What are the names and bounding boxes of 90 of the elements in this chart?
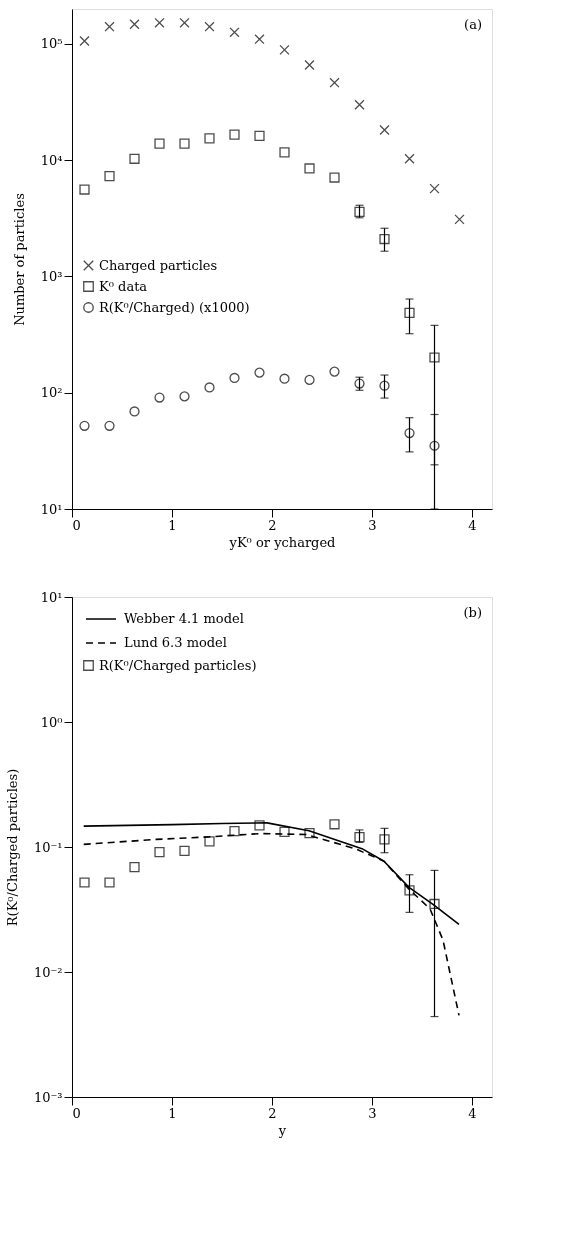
point [379,380,390,391]
point [304,828,315,839]
point [129,862,140,873]
y-axis-title: R(K⁰/Charged particles) [4,768,20,927]
point [329,172,340,183]
point [229,825,240,837]
x-axis-title: yK⁰ or ycharged [228,534,336,550]
point [229,129,240,140]
point [204,382,215,393]
y-tick-label: 10⁻² [33,964,63,980]
point [104,21,115,32]
point [254,820,265,831]
x-tick-label: 2 [268,1105,277,1121]
point [179,391,190,402]
legend-label: Webber 4.1 model [124,611,244,626]
point [429,440,440,451]
point [329,366,340,377]
point [379,233,390,245]
y-axis-title: Number of particles [11,193,27,326]
point [79,420,90,431]
point [404,885,415,896]
point [304,59,315,71]
y-tick-label: 10⁻³ [33,1089,63,1105]
y-tick-label: 10³ [40,269,63,284]
y-tick-label: 10¹ [40,501,63,517]
point [379,834,390,845]
x-tick-label: 4 [468,1105,477,1121]
x-tick-label: 0 [72,517,81,533]
point [279,147,290,158]
point [254,34,265,45]
annotation: (b) [463,605,482,620]
point [454,214,465,225]
point [329,819,340,830]
point [204,133,215,144]
point [204,836,215,847]
point [429,352,440,363]
point [329,77,340,88]
point [429,183,440,194]
point [254,367,265,378]
point [79,184,90,195]
y-tick-label: 10⁰ [40,714,63,730]
point [129,406,140,417]
x-tick-label: 1 [168,1105,177,1121]
legend-label: R(K⁰/Charged particles) [99,657,257,673]
x-tick-label: 4 [468,517,477,533]
point [179,17,190,28]
point [279,373,290,384]
point [154,138,165,149]
point [129,19,140,30]
point [104,877,115,888]
point [304,374,315,386]
point [104,171,115,182]
point [404,427,415,439]
annotation: (a) [464,17,482,32]
point [179,845,190,857]
legend-label: Charged particles [99,257,218,273]
point [154,392,165,403]
point [404,307,415,318]
legend-label: R(K⁰/Charged) (x1000) [99,299,250,315]
point [79,35,90,47]
y-tick-label: 10¹ [40,589,63,605]
point [379,124,390,136]
y-tick-label: 10⁻¹ [33,839,63,855]
point [279,44,290,55]
point [79,877,90,888]
x-tick-label: 2 [268,517,277,533]
y-tick-label: 10⁵ [40,36,63,52]
x-tick-label: 0 [72,1105,81,1121]
point [229,27,240,38]
point [279,826,290,838]
point [354,99,365,110]
point [129,153,140,164]
legend-label: K⁰ data [99,278,148,294]
y-tick-label: 10² [40,385,63,401]
point [304,163,315,174]
point [429,898,440,910]
x-tick-label: 1 [168,517,177,533]
point [229,372,240,384]
x-tick-label: 3 [368,1105,377,1121]
point [104,420,115,431]
point [404,153,415,164]
point [154,17,165,28]
point [204,21,215,32]
x-tick-label: 3 [368,517,377,533]
legend-label: Lund 6.3 model [124,635,227,650]
x-axis-title: y [277,1122,287,1138]
y-tick-label: 10⁴ [40,152,63,168]
point [254,130,265,142]
point [154,847,165,858]
point [179,138,190,149]
